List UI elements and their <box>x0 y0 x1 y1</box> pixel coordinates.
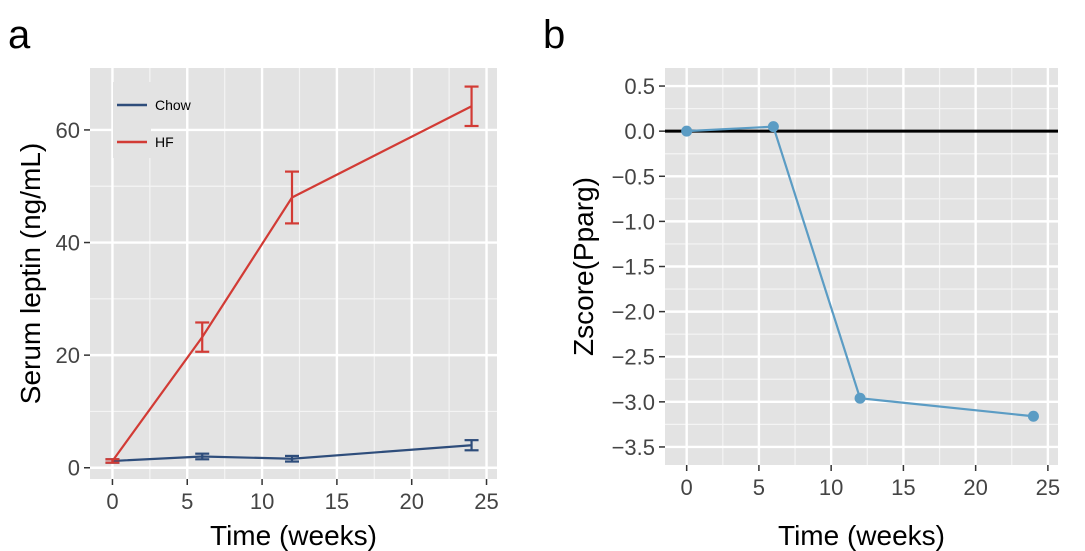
y-tick-label: −3.5 <box>612 435 655 460</box>
x-tick-label: 15 <box>891 475 915 500</box>
panel-a <box>84 68 497 485</box>
y-tick-label: −2.0 <box>612 300 655 325</box>
data-point <box>1027 410 1039 422</box>
x-tick-label: 25 <box>1036 475 1060 500</box>
x-tick-label: 0 <box>106 489 118 514</box>
data-point <box>767 121 779 133</box>
series-line <box>112 444 472 463</box>
y-tick-label: −0.5 <box>612 164 655 189</box>
y-axis-title: Zscore(Pparg) <box>568 177 599 356</box>
y-axis-title: Serum leptin (ng/mL) <box>15 143 46 404</box>
series-line <box>681 121 1039 422</box>
y-tick-label: −1.0 <box>612 209 655 234</box>
x-axis-title: Time (weeks) <box>210 520 377 551</box>
data-point <box>854 392 866 404</box>
x-tick-label: 15 <box>325 489 349 514</box>
y-tick-label: 0.0 <box>624 119 655 144</box>
y-tick-label: −3.0 <box>612 390 655 415</box>
x-tick-label: 10 <box>250 489 274 514</box>
series-line <box>111 105 473 462</box>
panel-label-a: a <box>8 13 31 57</box>
y-tick-label: 0.5 <box>624 74 655 99</box>
y-tick-label: 0 <box>68 456 80 481</box>
x-axis-title: Time (weeks) <box>778 520 945 551</box>
y-tick-label: −1.5 <box>612 255 655 280</box>
x-tick-label: 10 <box>819 475 843 500</box>
plot-background <box>90 68 497 479</box>
y-tick-label: 40 <box>56 231 80 256</box>
legend-label: HF <box>155 134 174 150</box>
legend-label: Chow <box>155 97 192 113</box>
y-tick-label: −2.5 <box>612 345 655 370</box>
legend-key-background <box>113 82 151 158</box>
x-tick-label: 5 <box>181 489 193 514</box>
y-tick-label: 60 <box>56 118 80 143</box>
x-tick-label: 20 <box>399 489 423 514</box>
panel-label-b: b <box>543 13 565 57</box>
x-tick-label: 0 <box>681 475 693 500</box>
series-hf <box>105 85 479 464</box>
data-point <box>681 125 693 137</box>
x-tick-label: 25 <box>474 489 498 514</box>
x-tick-label: 5 <box>753 475 765 500</box>
x-tick-label: 20 <box>963 475 987 500</box>
y-tick-label: 20 <box>56 343 80 368</box>
legend <box>113 82 151 158</box>
panel-b <box>659 68 1058 471</box>
series-line <box>686 125 1034 418</box>
